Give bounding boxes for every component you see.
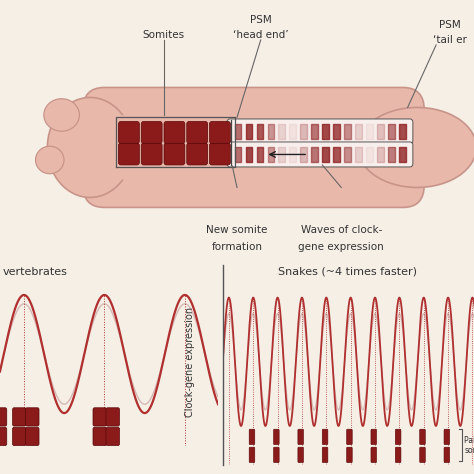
FancyBboxPatch shape [346, 429, 352, 445]
Text: ‘head end’: ‘head end’ [233, 30, 289, 40]
Text: Snakes (~4 times faster): Snakes (~4 times faster) [278, 267, 417, 277]
FancyBboxPatch shape [227, 119, 413, 144]
FancyBboxPatch shape [419, 429, 425, 445]
FancyBboxPatch shape [26, 408, 39, 426]
FancyBboxPatch shape [26, 427, 39, 446]
FancyBboxPatch shape [444, 429, 450, 445]
FancyBboxPatch shape [298, 429, 303, 445]
FancyBboxPatch shape [118, 121, 139, 144]
FancyBboxPatch shape [118, 143, 139, 165]
FancyBboxPatch shape [187, 121, 208, 144]
Text: PSM: PSM [439, 20, 461, 30]
Text: Clock-gene expression: Clock-gene expression [185, 307, 195, 417]
Text: PSM: PSM [250, 15, 272, 25]
FancyBboxPatch shape [141, 121, 162, 144]
FancyBboxPatch shape [371, 447, 376, 463]
FancyBboxPatch shape [12, 408, 26, 426]
FancyBboxPatch shape [106, 427, 119, 446]
FancyBboxPatch shape [83, 88, 424, 208]
Text: Waves of clock-: Waves of clock- [301, 225, 382, 235]
Ellipse shape [36, 146, 64, 173]
FancyBboxPatch shape [210, 143, 230, 165]
Text: Pair of
somit: Pair of somit [464, 436, 474, 455]
Ellipse shape [358, 108, 474, 187]
Ellipse shape [44, 99, 80, 131]
Text: New somite: New somite [206, 225, 268, 235]
FancyBboxPatch shape [273, 447, 279, 463]
FancyBboxPatch shape [395, 429, 401, 445]
FancyBboxPatch shape [141, 143, 162, 165]
FancyBboxPatch shape [227, 142, 413, 167]
FancyBboxPatch shape [93, 408, 107, 426]
FancyBboxPatch shape [210, 121, 230, 144]
FancyBboxPatch shape [187, 143, 208, 165]
Text: Somites: Somites [143, 30, 184, 40]
FancyBboxPatch shape [298, 447, 303, 463]
Text: ‘tail er: ‘tail er [433, 35, 467, 45]
FancyBboxPatch shape [0, 408, 7, 426]
FancyBboxPatch shape [273, 429, 279, 445]
Ellipse shape [90, 115, 147, 180]
Text: vertebrates: vertebrates [2, 266, 67, 277]
FancyBboxPatch shape [419, 447, 425, 463]
FancyBboxPatch shape [249, 447, 255, 463]
FancyBboxPatch shape [322, 429, 328, 445]
Text: gene expression: gene expression [299, 242, 384, 253]
Text: formation: formation [211, 242, 263, 253]
FancyBboxPatch shape [106, 408, 119, 426]
FancyBboxPatch shape [322, 447, 328, 463]
FancyBboxPatch shape [371, 429, 376, 445]
FancyBboxPatch shape [93, 427, 107, 446]
FancyBboxPatch shape [444, 447, 450, 463]
Ellipse shape [47, 98, 133, 198]
FancyBboxPatch shape [164, 121, 185, 144]
FancyBboxPatch shape [0, 427, 7, 446]
FancyBboxPatch shape [12, 427, 26, 446]
FancyBboxPatch shape [164, 143, 185, 165]
FancyBboxPatch shape [346, 447, 352, 463]
FancyBboxPatch shape [395, 447, 401, 463]
Ellipse shape [363, 112, 472, 182]
FancyBboxPatch shape [249, 429, 255, 445]
